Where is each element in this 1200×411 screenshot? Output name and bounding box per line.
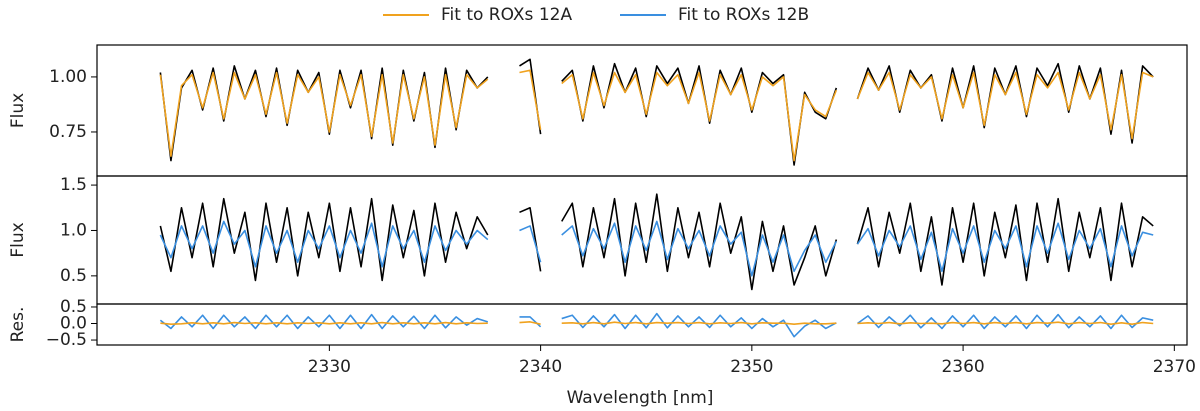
y-tick-label: 0.5 — [60, 297, 87, 317]
x-tick-label: 2370 — [1153, 357, 1196, 377]
spectrum-line — [159, 220, 1154, 277]
x-tick-label: 2360 — [941, 357, 984, 377]
spectrum-line — [159, 193, 1154, 291]
panel-frame — [96, 44, 1188, 177]
x-tick-label: 2330 — [308, 357, 351, 377]
panel-frame — [96, 303, 1188, 346]
y-axis-label: Flux — [8, 93, 28, 128]
x-tick-label: 2340 — [519, 357, 562, 377]
legend-label: Fit to ROXs 12B — [678, 5, 809, 25]
spectrum-line — [159, 69, 1154, 162]
x-tick-label: 2350 — [730, 357, 773, 377]
spectrum-line — [159, 312, 1154, 338]
y-tick-label: 1.0 — [60, 220, 87, 240]
y-tick-label: 0.0 — [60, 314, 87, 334]
y-tick-label: 0.75 — [49, 122, 87, 142]
y-axis-label: Flux — [8, 222, 28, 257]
spectrum-line — [160, 321, 1154, 325]
y-tick-label: 1.5 — [60, 175, 87, 195]
y-tick-label: −0.5 — [46, 330, 87, 350]
y-axis-label: Res. — [8, 307, 28, 343]
y-tick-label: 0.5 — [60, 266, 87, 286]
y-tick-label: 1.00 — [49, 67, 87, 87]
legend-label: Fit to ROXs 12A — [441, 5, 572, 25]
x-axis-label: Wavelength [nm] — [567, 388, 714, 408]
